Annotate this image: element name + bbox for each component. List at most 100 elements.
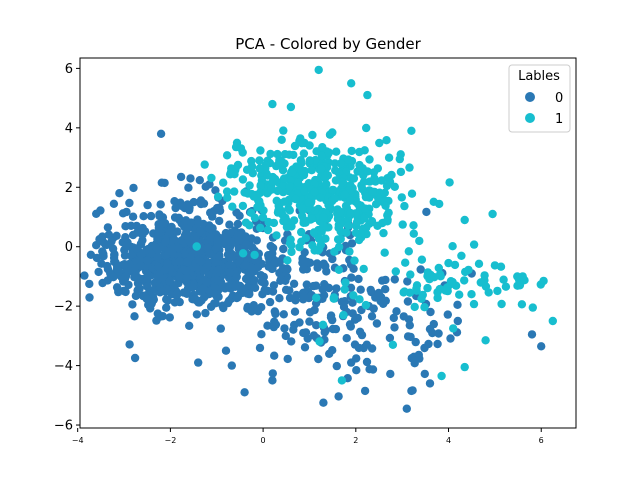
scatter-point-series-1 — [345, 247, 354, 256]
scatter-point-series-0 — [367, 312, 377, 321]
scatter-point-series-0 — [312, 321, 321, 330]
scatter-point-series-1 — [286, 235, 295, 244]
scatter-point-series-0 — [143, 282, 152, 291]
scatter-point-series-1 — [299, 149, 309, 158]
scatter-point-series-0 — [142, 245, 151, 255]
scatter-point-series-0 — [252, 236, 261, 245]
scatter-point-series-0 — [158, 286, 168, 295]
scatter-point-series-1 — [464, 265, 473, 275]
scatter-point-series-1 — [277, 135, 286, 144]
scatter-point-series-0 — [213, 235, 222, 245]
chart-title: PCA - Colored by Gender — [235, 35, 421, 53]
scatter-point-series-1 — [499, 275, 508, 284]
scatter-point-series-1 — [285, 182, 294, 191]
y-tick-label: −6 — [54, 419, 73, 434]
scatter-point-series-1 — [381, 201, 390, 210]
scatter-point-series-1 — [236, 144, 246, 153]
scatter-point-series-0 — [205, 249, 214, 259]
scatter-point-series-0 — [98, 247, 107, 256]
scatter-point-series-1 — [349, 291, 358, 300]
scatter-point-series-0 — [305, 308, 315, 317]
scatter-point-series-1 — [297, 227, 306, 237]
scatter-point-series-1 — [360, 204, 370, 213]
scatter-point-series-0 — [390, 275, 399, 284]
scatter-point-series-0 — [180, 231, 190, 240]
x-tick-label: −2 — [164, 436, 176, 445]
scatter-point-series-0 — [353, 313, 362, 323]
scatter-point-series-1 — [415, 236, 424, 246]
scatter-point-series-1 — [336, 207, 345, 217]
scatter-point-series-1 — [340, 190, 350, 199]
scatter-point-series-1 — [310, 187, 319, 197]
scatter-point-series-0 — [136, 261, 145, 271]
scatter-point-series-0 — [178, 202, 187, 211]
scatter-point-series-0 — [86, 250, 96, 259]
scatter-point-series-1 — [409, 229, 418, 238]
scatter-point-series-0 — [191, 294, 200, 304]
scatter-point-series-0 — [328, 324, 338, 334]
scatter-point-series-0 — [381, 285, 390, 294]
scatter-point-series-0 — [346, 283, 356, 292]
scatter-point-series-1 — [309, 228, 319, 237]
legend-marker-0 — [525, 92, 535, 102]
scatter-point-series-0 — [205, 224, 214, 233]
scatter-point-series-0 — [299, 264, 308, 273]
scatter-point-series-1 — [330, 194, 340, 203]
scatter-point-series-1 — [460, 362, 469, 372]
scatter-point-series-0 — [161, 265, 170, 274]
scatter-point-series-0 — [318, 285, 327, 294]
legend-box — [508, 64, 571, 133]
scatter-point-series-1 — [256, 146, 265, 155]
scatter-point-series-0 — [108, 244, 118, 253]
scatter-point-series-1 — [305, 141, 314, 150]
scatter-point-series-1 — [457, 251, 466, 260]
scatter-point-series-0 — [206, 233, 216, 242]
scatter-point-series-0 — [403, 277, 412, 286]
scatter-point-series-0 — [420, 369, 429, 379]
scatter-point-series-0 — [352, 366, 361, 375]
scatter-point-series-0 — [143, 200, 152, 210]
scatter-point-series-0 — [133, 286, 142, 295]
scatter-point-series-1 — [460, 215, 469, 225]
scatter-point-series-1 — [359, 177, 369, 186]
plot-frame — [79, 57, 577, 429]
scatter-point-series-0 — [130, 353, 140, 363]
scatter-point-series-0 — [185, 321, 194, 330]
scatter-point-series-1 — [380, 188, 389, 197]
scatter-point-series-0 — [175, 272, 184, 281]
scatter-point-series-0 — [328, 346, 337, 355]
scatter-point-series-1 — [341, 278, 350, 287]
scatter-point-series-0 — [175, 297, 184, 307]
scatter-point-series-1 — [496, 262, 506, 271]
scatter-point-series-1 — [347, 146, 356, 156]
scatter-point-series-1 — [275, 157, 284, 167]
scatter-point-series-0 — [206, 302, 216, 311]
scatter-point-series-1 — [375, 138, 384, 148]
scatter-point-series-0 — [211, 186, 220, 195]
scatter-point-series-0 — [225, 268, 235, 277]
scatter-point-series-0 — [235, 211, 244, 220]
scatter-point-series-0 — [127, 250, 137, 259]
scatter-point-series-1 — [396, 167, 406, 177]
scatter-point-series-1 — [417, 294, 426, 303]
scatter-point-series-0 — [174, 244, 183, 253]
scatter-point-series-0 — [94, 267, 103, 277]
scatter-point-series-0 — [128, 300, 137, 309]
scatter-point-series-0 — [221, 346, 231, 355]
scatter-point-series-0 — [312, 259, 322, 268]
scatter-point-series-0 — [237, 230, 246, 239]
scatter-point-series-1 — [488, 209, 497, 219]
axes-layer: −4 −2 0 2 4 6 −6 −4 −2 0 2 4 6 — [54, 62, 544, 445]
scatter-point-series-0 — [453, 300, 462, 309]
scatter-point-series-1 — [355, 295, 364, 304]
scatter-point-series-0 — [130, 273, 139, 282]
y-tick-label: 2 — [65, 181, 73, 196]
scatter-point-series-1 — [272, 231, 281, 240]
scatter-point-series-1 — [266, 149, 275, 159]
scatter-point-series-0 — [233, 293, 242, 302]
scatter-point-series-0 — [208, 212, 217, 221]
scatter-point-series-0 — [303, 257, 312, 267]
scatter-point-series-0 — [250, 276, 259, 285]
scatter-point-series-1 — [200, 160, 209, 169]
scatter-point-series-1 — [370, 174, 379, 183]
